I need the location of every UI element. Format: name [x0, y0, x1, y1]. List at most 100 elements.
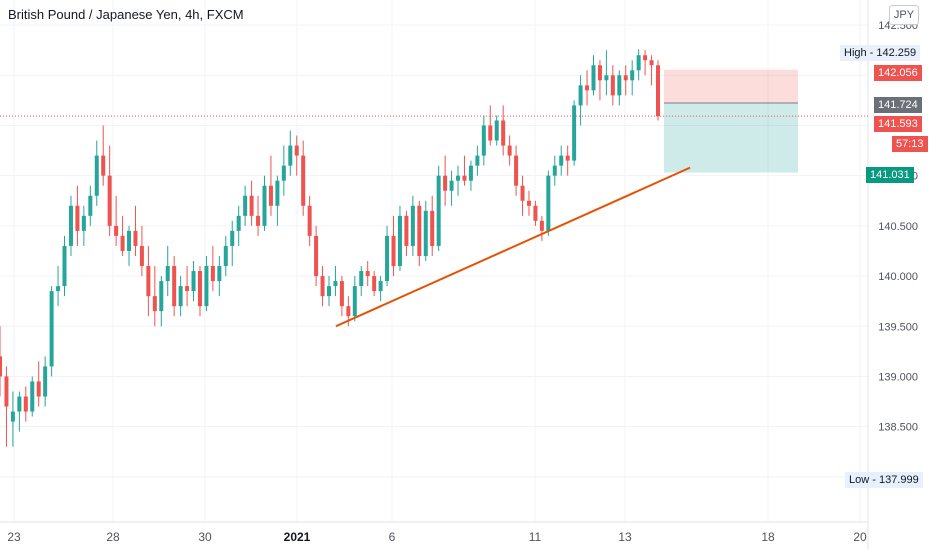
candle-body: [430, 210, 435, 246]
candle-body: [514, 155, 519, 186]
candle-body: [597, 65, 602, 81]
candle-body: [617, 75, 622, 96]
candle: [17, 391, 22, 432]
candle-body: [133, 230, 138, 246]
candle-body: [436, 175, 441, 246]
candle-body: [243, 195, 248, 216]
candle-body: [552, 165, 557, 176]
candle: [359, 266, 364, 297]
candle-body: [585, 85, 590, 91]
candle: [526, 190, 531, 216]
candle: [514, 145, 519, 196]
candle-body: [197, 271, 202, 307]
candle: [456, 165, 461, 196]
low-marker: Low - 137.999: [845, 472, 923, 488]
current-price-tag: 141.593: [874, 116, 922, 132]
candle-body: [630, 70, 635, 81]
candle: [204, 255, 209, 312]
candle-body: [410, 205, 415, 246]
candle-body: [159, 281, 164, 312]
candle-body: [281, 165, 286, 181]
candle-body: [468, 165, 473, 181]
candle: [139, 225, 144, 277]
candle-body: [327, 286, 331, 297]
candle: [559, 145, 564, 176]
x-tick-label: 23: [7, 530, 21, 544]
candle: [539, 215, 544, 241]
x-tick-label: 20: [853, 530, 867, 544]
candle: [152, 266, 157, 327]
candle: [533, 200, 538, 226]
candle: [423, 200, 428, 261]
candle-body: [565, 155, 570, 161]
candle-body: [333, 281, 338, 287]
candle-body: [526, 200, 531, 206]
candle: [488, 105, 493, 146]
candle: [643, 50, 648, 76]
x-tick-label: 28: [106, 530, 120, 544]
candle: [481, 115, 486, 166]
candle-body: [507, 145, 512, 156]
y-tick-label: 139.000: [878, 371, 918, 383]
candle: [10, 391, 15, 447]
candle: [185, 266, 190, 307]
candle: [165, 245, 170, 297]
candle: [94, 140, 99, 206]
candle: [410, 195, 415, 256]
candle: [468, 160, 473, 191]
x-tick-label: 6: [389, 530, 396, 544]
candle-body: [256, 215, 261, 226]
candle-body: [610, 75, 615, 96]
candle-body: [56, 286, 61, 292]
candle: [623, 65, 628, 96]
candle-body: [636, 55, 641, 71]
candle: [281, 145, 286, 196]
currency-button[interactable]: JPY: [889, 5, 919, 25]
candle-body: [262, 185, 267, 226]
candle: [307, 195, 312, 246]
candle: [146, 245, 151, 317]
candle: [133, 205, 138, 256]
candle-body: [417, 205, 422, 256]
candle-body: [101, 155, 106, 176]
candle: [552, 155, 557, 186]
candle-body: [249, 195, 254, 216]
candle-body: [488, 125, 493, 141]
candle-body: [481, 125, 486, 156]
candle: [62, 235, 67, 297]
candle: [365, 261, 370, 287]
candle-body: [385, 235, 390, 282]
candle: [314, 225, 319, 287]
x-tick-label: 13: [618, 530, 632, 544]
candle-body: [533, 205, 538, 221]
candle-body: [559, 155, 564, 166]
candle: [197, 266, 202, 317]
candle: [546, 170, 551, 236]
candle: [36, 361, 41, 407]
y-tick-label: 140.000: [878, 271, 918, 283]
candle: [75, 185, 80, 246]
candle-body: [127, 230, 132, 251]
candle-body: [449, 180, 454, 191]
candle: [127, 225, 132, 267]
candle-body: [656, 65, 660, 117]
candle: [391, 215, 396, 277]
candle-body: [223, 245, 228, 267]
chart-title: British Pound / Japanese Yen, 4h, FXCM: [8, 7, 244, 22]
candle-body: [365, 271, 370, 277]
candle-body: [230, 230, 235, 246]
candle-body: [10, 411, 15, 422]
candle: [101, 125, 106, 186]
candle-body: [0, 356, 2, 377]
candle-body: [165, 266, 170, 282]
candle-body: [475, 155, 480, 166]
candle-body: [649, 60, 654, 66]
candle: [288, 130, 293, 176]
candle-body: [294, 145, 299, 156]
candle: [494, 115, 499, 146]
x-tick-label: 18: [761, 530, 775, 544]
candle-body: [172, 266, 177, 307]
candle-body: [17, 396, 22, 412]
candle-body: [456, 175, 461, 181]
